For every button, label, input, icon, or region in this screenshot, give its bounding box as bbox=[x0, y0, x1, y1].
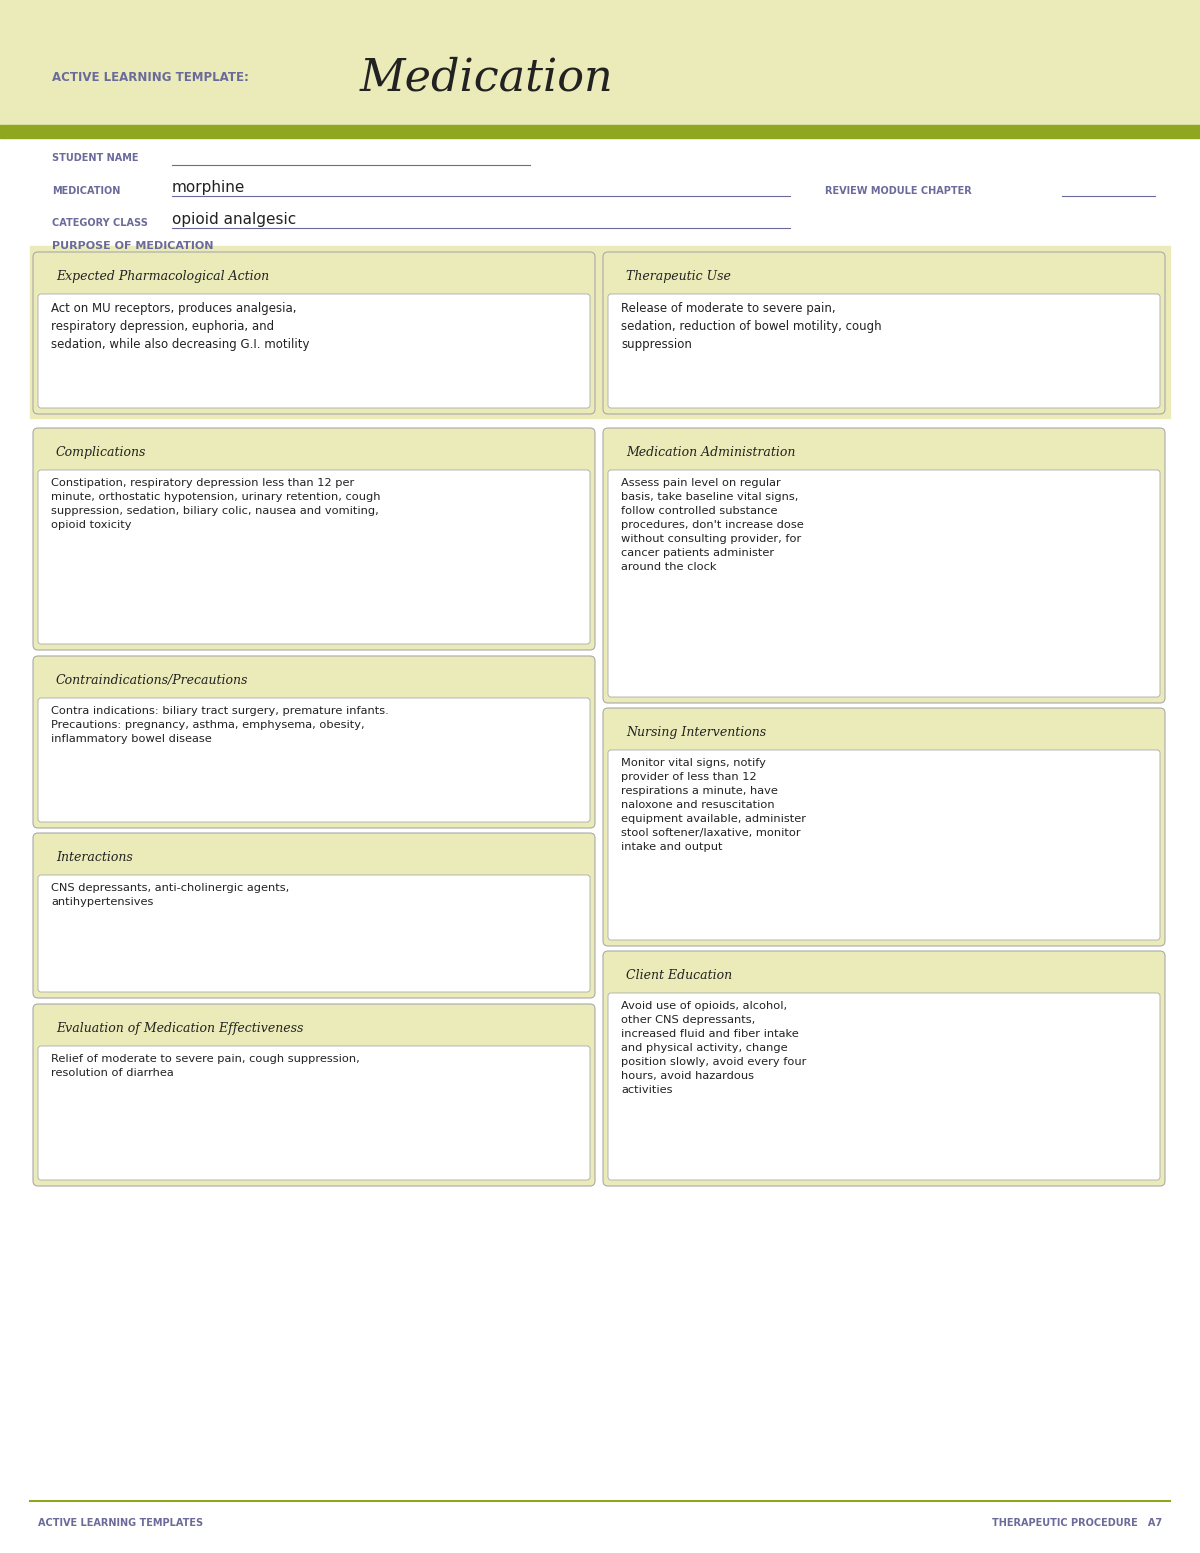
Text: Assess pain level on regular
basis, take baseline vital signs,
follow controlled: Assess pain level on regular basis, take… bbox=[622, 478, 804, 572]
Text: CATEGORY CLASS: CATEGORY CLASS bbox=[52, 217, 148, 228]
Text: opioid analgesic: opioid analgesic bbox=[172, 213, 296, 227]
Text: Expected Pharmacological Action: Expected Pharmacological Action bbox=[56, 270, 269, 284]
Text: CNS depressants, anti-cholinergic agents,
antihypertensives: CNS depressants, anti-cholinergic agents… bbox=[50, 884, 289, 907]
FancyBboxPatch shape bbox=[34, 1003, 595, 1186]
FancyBboxPatch shape bbox=[608, 992, 1160, 1180]
Text: Constipation, respiratory depression less than 12 per
minute, orthostatic hypote: Constipation, respiratory depression les… bbox=[50, 478, 380, 530]
Text: Act on MU receptors, produces analgesia,
respiratory depression, euphoria, and
s: Act on MU receptors, produces analgesia,… bbox=[50, 301, 310, 351]
Text: STUDENT NAME: STUDENT NAME bbox=[52, 154, 138, 163]
FancyBboxPatch shape bbox=[608, 294, 1160, 408]
Text: Release of moderate to severe pain,
sedation, reduction of bowel motility, cough: Release of moderate to severe pain, seda… bbox=[622, 301, 882, 351]
Text: Contra indications: biliary tract surgery, premature infants.
Precautions: pregn: Contra indications: biliary tract surger… bbox=[50, 707, 389, 744]
FancyBboxPatch shape bbox=[34, 252, 595, 415]
FancyBboxPatch shape bbox=[34, 655, 595, 828]
Text: ACTIVE LEARNING TEMPLATE:: ACTIVE LEARNING TEMPLATE: bbox=[52, 71, 248, 84]
Text: Nursing Interventions: Nursing Interventions bbox=[626, 727, 766, 739]
FancyBboxPatch shape bbox=[34, 429, 595, 651]
Text: ACTIVE LEARNING TEMPLATES: ACTIVE LEARNING TEMPLATES bbox=[38, 1517, 203, 1528]
Bar bbox=[0, 124, 1200, 138]
Bar bbox=[0, 0, 1200, 124]
Text: THERAPEUTIC PROCEDURE   A7: THERAPEUTIC PROCEDURE A7 bbox=[992, 1517, 1162, 1528]
Text: REVIEW MODULE CHAPTER: REVIEW MODULE CHAPTER bbox=[826, 186, 972, 196]
FancyBboxPatch shape bbox=[38, 874, 590, 992]
Text: Relief of moderate to severe pain, cough suppression,
resolution of diarrhea: Relief of moderate to severe pain, cough… bbox=[50, 1054, 360, 1078]
FancyBboxPatch shape bbox=[604, 708, 1165, 946]
Text: PURPOSE OF MEDICATION: PURPOSE OF MEDICATION bbox=[52, 241, 214, 252]
FancyBboxPatch shape bbox=[38, 1047, 590, 1180]
Text: Monitor vital signs, notify
provider of less than 12
respirations a minute, have: Monitor vital signs, notify provider of … bbox=[622, 758, 806, 853]
FancyBboxPatch shape bbox=[608, 471, 1160, 697]
Text: Therapeutic Use: Therapeutic Use bbox=[626, 270, 731, 284]
Text: morphine: morphine bbox=[172, 180, 245, 196]
FancyBboxPatch shape bbox=[604, 252, 1165, 415]
Text: Medication Administration: Medication Administration bbox=[626, 447, 796, 460]
Text: Contraindications/Precautions: Contraindications/Precautions bbox=[56, 674, 248, 688]
Text: Evaluation of Medication Effectiveness: Evaluation of Medication Effectiveness bbox=[56, 1022, 304, 1036]
Text: Medication: Medication bbox=[360, 56, 613, 99]
Text: Interactions: Interactions bbox=[56, 851, 133, 865]
FancyBboxPatch shape bbox=[604, 950, 1165, 1186]
FancyBboxPatch shape bbox=[34, 832, 595, 999]
Text: Avoid use of opioids, alcohol,
other CNS depressants,
increased fluid and fiber : Avoid use of opioids, alcohol, other CNS… bbox=[622, 1002, 806, 1095]
FancyBboxPatch shape bbox=[608, 750, 1160, 940]
FancyBboxPatch shape bbox=[38, 294, 590, 408]
FancyBboxPatch shape bbox=[38, 697, 590, 822]
Text: Client Education: Client Education bbox=[626, 969, 732, 983]
FancyBboxPatch shape bbox=[38, 471, 590, 644]
Text: MEDICATION: MEDICATION bbox=[52, 186, 120, 196]
Bar bbox=[30, 245, 1170, 418]
FancyBboxPatch shape bbox=[604, 429, 1165, 704]
Text: Complications: Complications bbox=[56, 447, 146, 460]
